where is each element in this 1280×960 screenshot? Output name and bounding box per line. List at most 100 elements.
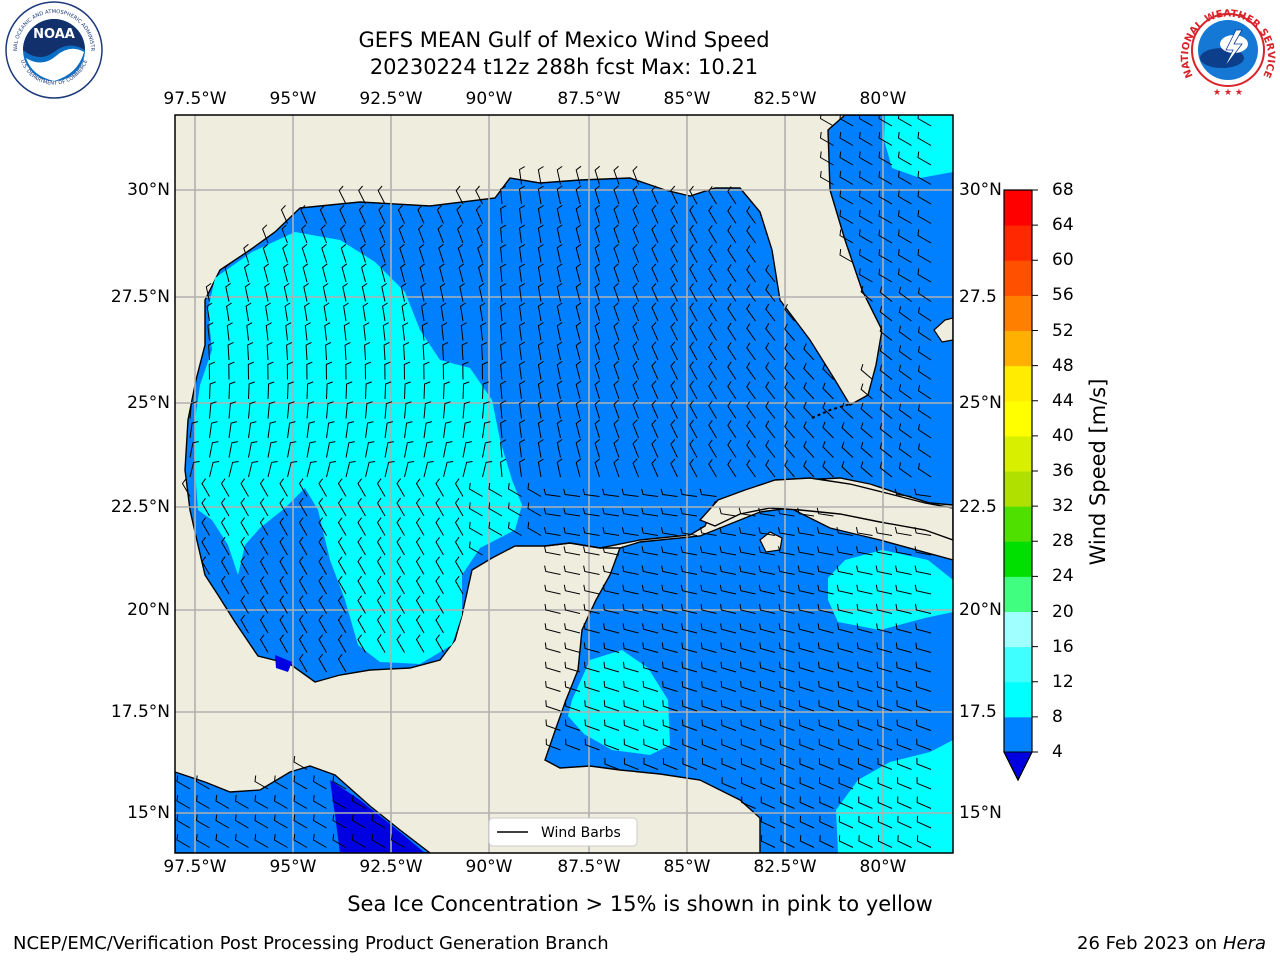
wind-barb <box>917 209 932 224</box>
wind-barb <box>778 546 795 556</box>
wind-barb <box>680 488 698 497</box>
wind-barb <box>245 302 252 322</box>
wind-barb <box>621 488 639 497</box>
wind-barb <box>758 565 776 575</box>
wind-barb <box>564 642 581 653</box>
wind-barb <box>357 575 366 595</box>
wind-barb <box>594 185 601 205</box>
wind-barb <box>341 263 348 283</box>
wind-barb <box>279 478 288 497</box>
wind-barb <box>337 614 347 634</box>
wind-barb <box>797 584 815 595</box>
wind-barb <box>632 263 639 283</box>
wind-barb <box>454 497 464 517</box>
wind-barb <box>917 268 932 283</box>
lon-tick-bottom: 97.5°W <box>163 857 227 877</box>
wind-barb <box>797 565 815 575</box>
wind-barb <box>298 536 308 556</box>
wind-barb <box>765 323 776 341</box>
wind-barb <box>583 546 600 556</box>
wind-barb <box>594 165 601 185</box>
wind-barb <box>371 833 386 848</box>
wind-barb <box>818 738 834 751</box>
wind-barb <box>228 381 236 400</box>
wind-barb <box>298 614 308 634</box>
wind-barb <box>322 263 328 283</box>
wind-barb <box>417 205 425 224</box>
lat-tick-right: 25°N <box>959 393 1002 413</box>
wind-barb <box>481 341 488 361</box>
wind-barb <box>298 634 308 653</box>
wind-barb <box>721 777 737 790</box>
wind-barb <box>838 796 854 809</box>
wind-barb <box>287 421 296 439</box>
wind-barb <box>613 302 620 322</box>
wind-barb <box>457 224 464 244</box>
wind-barb <box>339 205 347 224</box>
wind-barb <box>623 738 639 751</box>
wind-barb <box>689 244 698 263</box>
wind-barb <box>442 341 449 361</box>
wind-barb <box>415 536 425 556</box>
wind-barb <box>462 421 472 439</box>
wind-barb <box>287 381 294 400</box>
wind-barb <box>641 565 659 575</box>
wind-barb <box>326 381 333 400</box>
wind-barb <box>917 248 932 263</box>
wind-barb <box>641 546 659 556</box>
wind-barb <box>545 700 561 712</box>
wind-barb <box>247 341 254 361</box>
wind-barb <box>544 623 561 634</box>
wind-barb <box>195 794 210 809</box>
wind-barb <box>479 302 486 322</box>
wind-barb <box>215 833 230 848</box>
wind-barb <box>246 322 253 341</box>
wind-barb <box>784 420 795 439</box>
wind-barb <box>507 502 522 517</box>
wind-barb <box>384 441 394 458</box>
wind-barb <box>244 263 250 283</box>
wind-barb <box>259 595 269 614</box>
wind-barb <box>898 306 912 322</box>
wind-barb <box>680 507 698 517</box>
wind-barb <box>632 438 639 458</box>
wind-barb <box>454 536 464 556</box>
wind-barb <box>822 382 834 400</box>
footer-date-text: 26 Feb 2023 on <box>1077 933 1218 954</box>
wind-barb <box>518 400 525 419</box>
wind-barb <box>195 833 210 848</box>
wind-barb <box>262 243 269 263</box>
florida-keys <box>811 403 851 419</box>
wind-barb <box>306 441 316 458</box>
wind-barb <box>287 461 298 478</box>
wind-barb <box>856 565 873 575</box>
wind-barb <box>279 497 288 517</box>
wind-barb <box>860 383 873 400</box>
wind-barb <box>879 344 893 361</box>
wind-barb <box>898 462 912 478</box>
isla-juventud <box>759 531 783 553</box>
wind-barb <box>839 151 854 166</box>
wind-barb <box>357 556 366 575</box>
wind-barb <box>326 401 334 419</box>
wind-barb <box>544 642 561 653</box>
wind-barb <box>240 575 249 595</box>
wind-barb <box>727 420 737 439</box>
wind-barb <box>254 794 269 809</box>
wind-barb <box>582 526 600 536</box>
wind-barb <box>518 302 525 322</box>
wind-barb <box>719 546 737 556</box>
wind-barb <box>248 401 256 419</box>
wind-barb <box>760 738 776 751</box>
wind-barb <box>332 814 347 829</box>
wind-barb <box>544 565 561 575</box>
wind-barb <box>209 381 216 400</box>
wind-barb <box>583 642 600 653</box>
wind-barb <box>858 151 873 166</box>
wind-barb <box>500 283 507 302</box>
wind-barb <box>738 526 756 536</box>
wind-barb <box>917 115 932 127</box>
wind-barb <box>259 536 269 556</box>
wind-barb <box>423 421 433 439</box>
sea-ice-caption: Sea Ice Concentration > 15% is shown in … <box>347 892 933 916</box>
